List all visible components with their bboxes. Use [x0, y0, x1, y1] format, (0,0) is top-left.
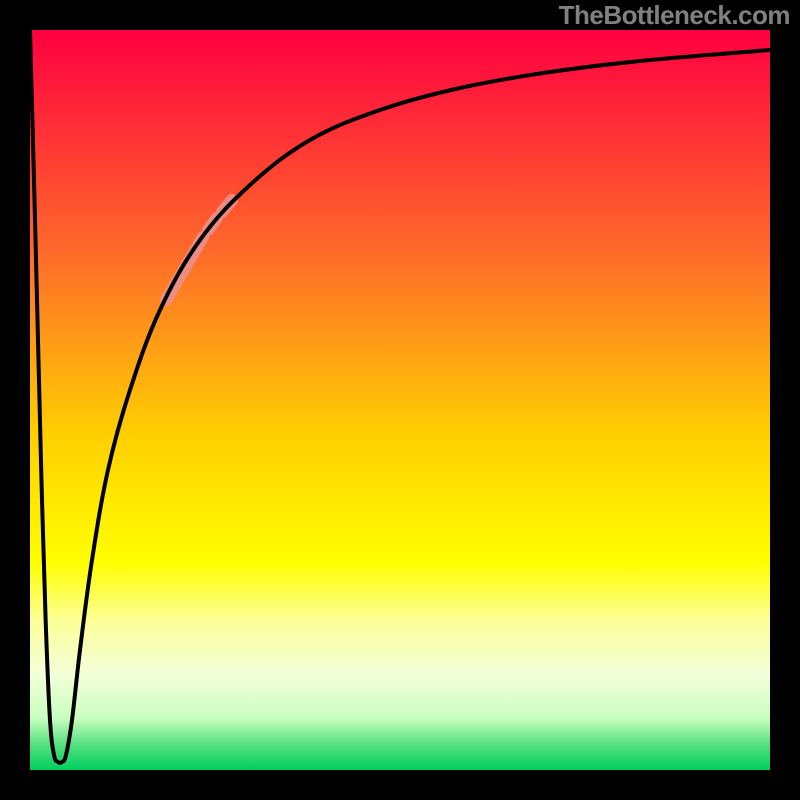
chart-container: TheBottleneck.com: [0, 0, 800, 800]
plot-background: [30, 30, 770, 770]
watermark-text: TheBottleneck.com: [559, 0, 790, 28]
gradient-heatmap-chart: [0, 0, 800, 800]
